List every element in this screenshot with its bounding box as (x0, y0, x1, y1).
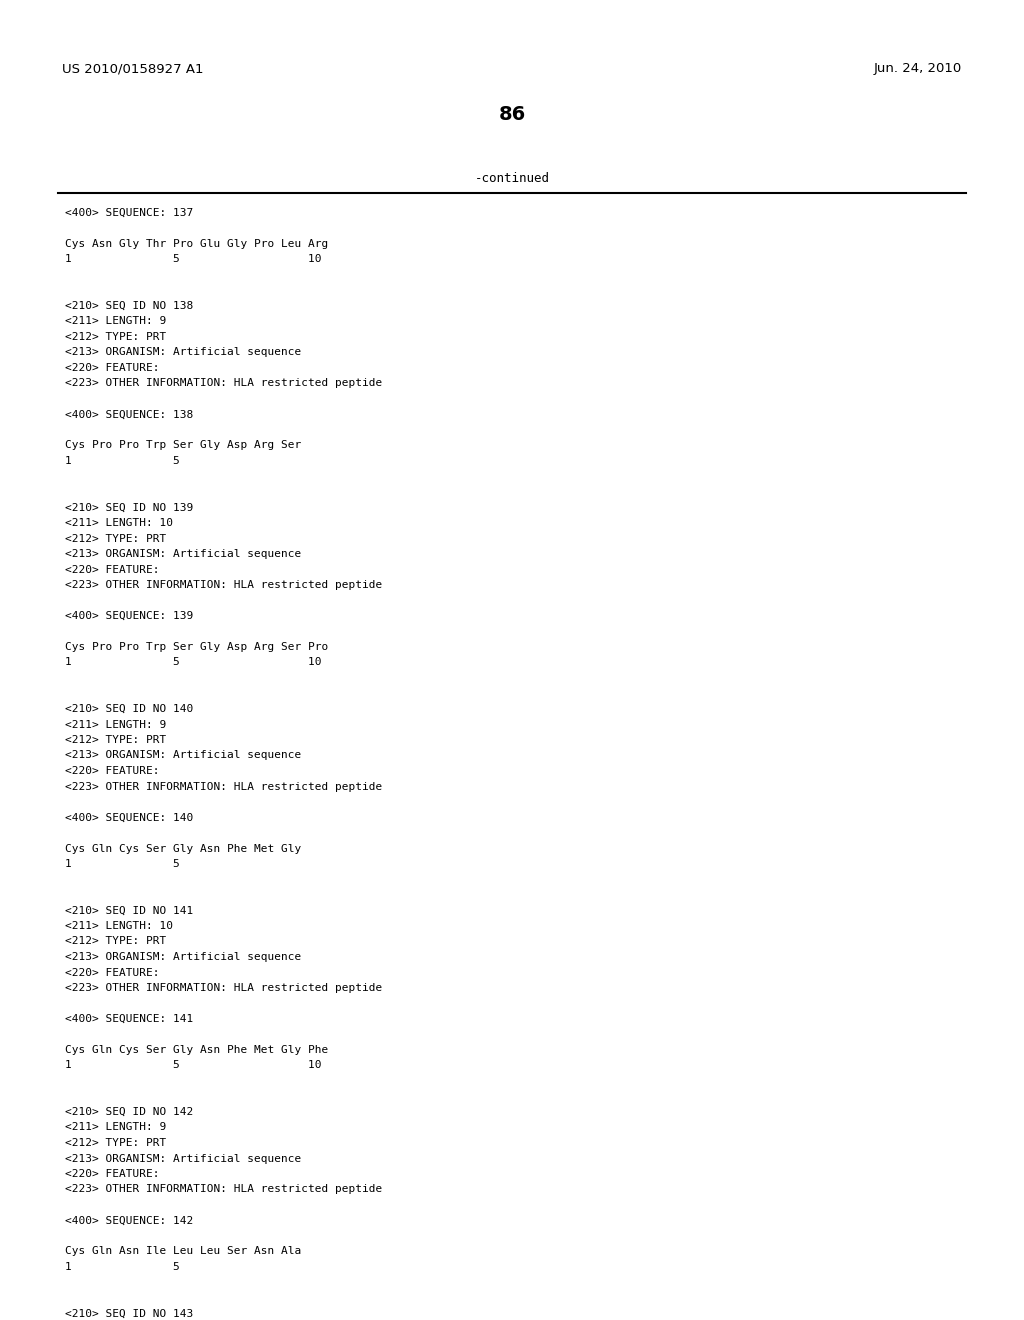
Text: US 2010/0158927 A1: US 2010/0158927 A1 (62, 62, 204, 75)
Text: <220> FEATURE:: <220> FEATURE: (65, 968, 160, 978)
Text: 1               5: 1 5 (65, 1262, 180, 1272)
Text: <220> FEATURE:: <220> FEATURE: (65, 565, 160, 574)
Text: <213> ORGANISM: Artificial sequence: <213> ORGANISM: Artificial sequence (65, 952, 301, 962)
Text: <210> SEQ ID NO 138: <210> SEQ ID NO 138 (65, 301, 194, 312)
Text: 86: 86 (499, 106, 525, 124)
Text: <400> SEQUENCE: 140: <400> SEQUENCE: 140 (65, 813, 194, 822)
Text: <400> SEQUENCE: 138: <400> SEQUENCE: 138 (65, 409, 194, 420)
Text: <400> SEQUENCE: 142: <400> SEQUENCE: 142 (65, 1216, 194, 1225)
Text: Cys Pro Pro Trp Ser Gly Asp Arg Ser: Cys Pro Pro Trp Ser Gly Asp Arg Ser (65, 441, 301, 450)
Text: 1               5: 1 5 (65, 455, 180, 466)
Text: Cys Pro Pro Trp Ser Gly Asp Arg Ser Pro: Cys Pro Pro Trp Ser Gly Asp Arg Ser Pro (65, 642, 329, 652)
Text: <400> SEQUENCE: 139: <400> SEQUENCE: 139 (65, 611, 194, 620)
Text: <212> TYPE: PRT: <212> TYPE: PRT (65, 1138, 166, 1148)
Text: 1               5                   10: 1 5 10 (65, 255, 322, 264)
Text: <213> ORGANISM: Artificial sequence: <213> ORGANISM: Artificial sequence (65, 751, 301, 760)
Text: Cys Gln Asn Ile Leu Leu Ser Asn Ala: Cys Gln Asn Ile Leu Leu Ser Asn Ala (65, 1246, 301, 1257)
Text: Cys Gln Cys Ser Gly Asn Phe Met Gly: Cys Gln Cys Ser Gly Asn Phe Met Gly (65, 843, 301, 854)
Text: <213> ORGANISM: Artificial sequence: <213> ORGANISM: Artificial sequence (65, 347, 301, 358)
Text: Jun. 24, 2010: Jun. 24, 2010 (873, 62, 962, 75)
Text: 1               5: 1 5 (65, 859, 180, 869)
Text: <223> OTHER INFORMATION: HLA restricted peptide: <223> OTHER INFORMATION: HLA restricted … (65, 579, 382, 590)
Text: <400> SEQUENCE: 137: <400> SEQUENCE: 137 (65, 209, 194, 218)
Text: <223> OTHER INFORMATION: HLA restricted peptide: <223> OTHER INFORMATION: HLA restricted … (65, 781, 382, 792)
Text: -continued: -continued (474, 172, 550, 185)
Text: <210> SEQ ID NO 142: <210> SEQ ID NO 142 (65, 1107, 194, 1117)
Text: <211> LENGTH: 9: <211> LENGTH: 9 (65, 317, 166, 326)
Text: <210> SEQ ID NO 143: <210> SEQ ID NO 143 (65, 1308, 194, 1319)
Text: <223> OTHER INFORMATION: HLA restricted peptide: <223> OTHER INFORMATION: HLA restricted … (65, 983, 382, 993)
Text: <211> LENGTH: 9: <211> LENGTH: 9 (65, 719, 166, 730)
Text: <211> LENGTH: 9: <211> LENGTH: 9 (65, 1122, 166, 1133)
Text: <212> TYPE: PRT: <212> TYPE: PRT (65, 735, 166, 744)
Text: Cys Gln Cys Ser Gly Asn Phe Met Gly Phe: Cys Gln Cys Ser Gly Asn Phe Met Gly Phe (65, 1045, 329, 1055)
Text: <213> ORGANISM: Artificial sequence: <213> ORGANISM: Artificial sequence (65, 1154, 301, 1163)
Text: <211> LENGTH: 10: <211> LENGTH: 10 (65, 921, 173, 931)
Text: <220> FEATURE:: <220> FEATURE: (65, 363, 160, 374)
Text: <212> TYPE: PRT: <212> TYPE: PRT (65, 936, 166, 946)
Text: <213> ORGANISM: Artificial sequence: <213> ORGANISM: Artificial sequence (65, 549, 301, 558)
Text: <211> LENGTH: 10: <211> LENGTH: 10 (65, 517, 173, 528)
Text: <212> TYPE: PRT: <212> TYPE: PRT (65, 333, 166, 342)
Text: <210> SEQ ID NO 141: <210> SEQ ID NO 141 (65, 906, 194, 916)
Text: <210> SEQ ID NO 140: <210> SEQ ID NO 140 (65, 704, 194, 714)
Text: <220> FEATURE:: <220> FEATURE: (65, 1170, 160, 1179)
Text: Cys Asn Gly Thr Pro Glu Gly Pro Leu Arg: Cys Asn Gly Thr Pro Glu Gly Pro Leu Arg (65, 239, 329, 249)
Text: 1               5                   10: 1 5 10 (65, 657, 322, 668)
Text: <212> TYPE: PRT: <212> TYPE: PRT (65, 533, 166, 544)
Text: <223> OTHER INFORMATION: HLA restricted peptide: <223> OTHER INFORMATION: HLA restricted … (65, 1184, 382, 1195)
Text: 1               5                   10: 1 5 10 (65, 1060, 322, 1071)
Text: <400> SEQUENCE: 141: <400> SEQUENCE: 141 (65, 1014, 194, 1024)
Text: <220> FEATURE:: <220> FEATURE: (65, 766, 160, 776)
Text: <223> OTHER INFORMATION: HLA restricted peptide: <223> OTHER INFORMATION: HLA restricted … (65, 379, 382, 388)
Text: <210> SEQ ID NO 139: <210> SEQ ID NO 139 (65, 503, 194, 512)
